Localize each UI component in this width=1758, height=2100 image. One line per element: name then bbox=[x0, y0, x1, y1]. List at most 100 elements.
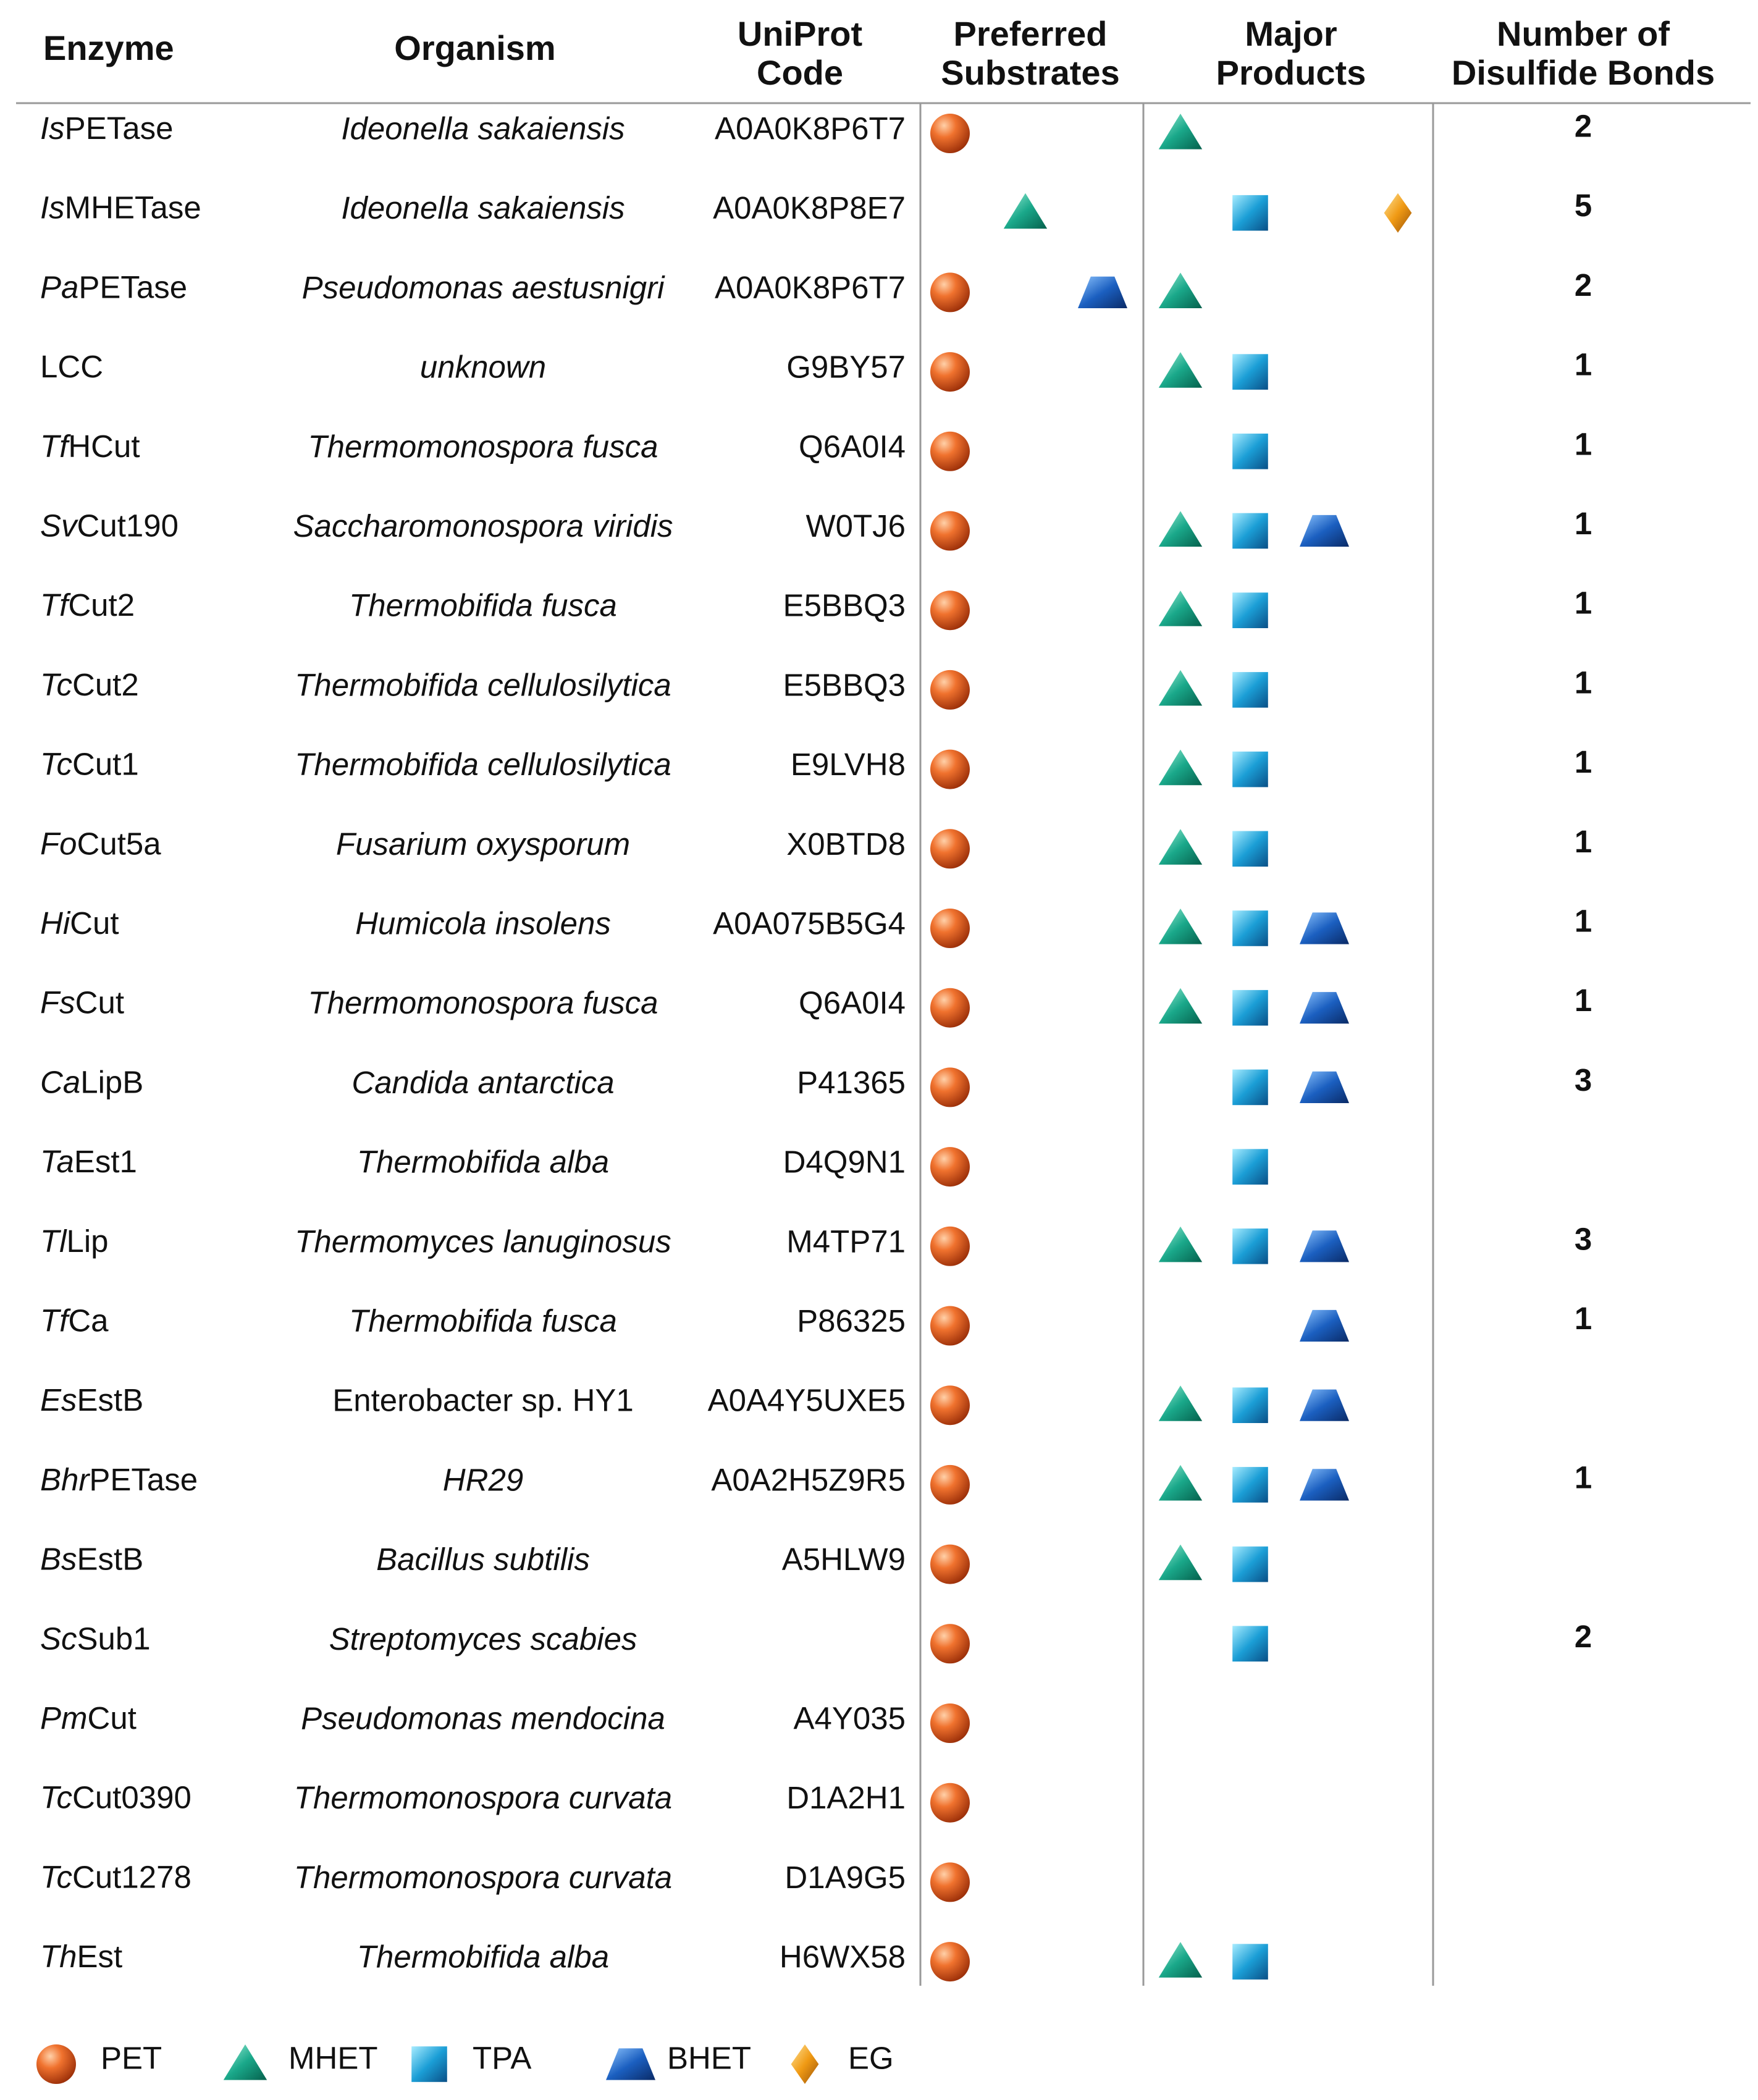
symbol-mhet bbox=[1158, 829, 1203, 865]
symbol-tpa bbox=[1232, 513, 1268, 549]
column-header: Preferred bbox=[953, 14, 1107, 53]
disulfide-bonds: 1 bbox=[1575, 983, 1592, 1018]
symbol-mhet bbox=[1003, 193, 1048, 229]
organism: Thermomonospora curvata bbox=[294, 1780, 672, 1815]
symbol-tpa bbox=[1232, 1149, 1268, 1185]
symbol-mhet bbox=[1158, 749, 1203, 786]
enzyme-suffix: PETase bbox=[89, 1462, 198, 1497]
enzyme-suffix: Cut190 bbox=[77, 508, 179, 544]
disulfide-bonds: 1 bbox=[1575, 744, 1592, 779]
uniprot-code: Q6A0I4 bbox=[799, 985, 906, 1020]
symbol-mhet bbox=[1158, 590, 1203, 626]
symbol-mhet bbox=[223, 2044, 267, 2080]
symbol-bhet bbox=[1078, 276, 1127, 308]
organism: Streptomyces scabies bbox=[329, 1621, 637, 1657]
uniprot-code: D1A2H1 bbox=[786, 1780, 906, 1815]
uniprot-code: A0A0K8P6T7 bbox=[715, 270, 906, 305]
uniprot-code: E5BBQ3 bbox=[783, 667, 906, 702]
symbol-mhet bbox=[1158, 670, 1203, 706]
enzyme-name: BhrPETase bbox=[40, 1462, 198, 1497]
enzyme-name: TaEst1 bbox=[40, 1144, 137, 1180]
symbol-tpa bbox=[1232, 434, 1268, 469]
symbol-pet bbox=[930, 431, 970, 471]
uniprot-code: A0A2H5Z9R5 bbox=[711, 1462, 906, 1497]
enzyme-name: PmCut bbox=[40, 1700, 137, 1736]
column-header: Disulfide Bonds bbox=[1452, 53, 1715, 92]
enzyme-name: SvCut190 bbox=[40, 508, 179, 544]
enzyme-name: ThEst bbox=[40, 1939, 122, 1975]
column-header: UniProt bbox=[738, 14, 862, 53]
symbol-bhet bbox=[606, 2048, 655, 2080]
enzyme-name: TcCut0390 bbox=[40, 1780, 191, 1815]
symbol-tpa bbox=[1232, 751, 1268, 788]
enzyme-prefix: Sv bbox=[40, 508, 78, 544]
symbol-bhet bbox=[1300, 1071, 1349, 1103]
organism: unknown bbox=[420, 350, 546, 385]
uniprot-code: A4Y035 bbox=[794, 1700, 906, 1736]
enzyme-suffix: EstB bbox=[77, 1383, 144, 1418]
symbol-bhet bbox=[1300, 514, 1349, 547]
disulfide-bonds: 5 bbox=[1575, 188, 1592, 223]
uniprot-code: D4Q9N1 bbox=[783, 1144, 906, 1180]
symbol-tpa bbox=[1232, 910, 1268, 946]
enzyme-suffix: Cut1 bbox=[72, 747, 139, 782]
uniprot-code: A0A0K8P8E7 bbox=[713, 190, 906, 225]
enzyme-suffix: LipB bbox=[80, 1065, 143, 1100]
enzyme-name: CaLipB bbox=[40, 1065, 143, 1100]
disulfide-bonds: 3 bbox=[1575, 1062, 1592, 1098]
enzyme-suffix: Cut1278 bbox=[72, 1860, 191, 1895]
enzyme-name: IsMHETase bbox=[40, 190, 201, 225]
disulfide-bonds: 1 bbox=[1575, 1460, 1592, 1495]
legend-label: TPA bbox=[473, 2040, 531, 2075]
symbol-pet bbox=[930, 272, 970, 313]
enzyme-prefix: Pm bbox=[40, 1700, 88, 1736]
symbol-mhet bbox=[1158, 1544, 1203, 1581]
enzyme-suffix: Lip bbox=[66, 1224, 108, 1259]
symbol-tpa bbox=[1232, 1546, 1268, 1582]
enzyme-name: IsPETase bbox=[40, 111, 173, 146]
symbol-pet bbox=[930, 829, 970, 869]
enzyme-suffix: Ca bbox=[68, 1303, 109, 1338]
enzyme-suffix: EstB bbox=[77, 1542, 144, 1577]
enzyme-prefix: Bs bbox=[40, 1542, 77, 1577]
enzyme-prefix: Tf bbox=[40, 429, 71, 464]
symbol-bhet bbox=[1300, 1230, 1349, 1262]
enzyme-suffix: Cut2 bbox=[72, 667, 139, 702]
uniprot-code: D1A9G5 bbox=[784, 1860, 906, 1895]
organism: Thermobifida alba bbox=[357, 1939, 609, 1975]
enzyme-suffix: MHETase bbox=[65, 190, 201, 225]
enzyme-prefix: Ca bbox=[40, 1065, 80, 1100]
symbol-mhet bbox=[1158, 511, 1203, 547]
uniprot-code: A0A075B5G4 bbox=[713, 905, 906, 941]
symbol-pet bbox=[930, 1147, 970, 1187]
uniprot-code: P86325 bbox=[797, 1303, 906, 1338]
disulfide-bonds: 1 bbox=[1575, 903, 1592, 938]
symbol-pet bbox=[930, 1783, 970, 1823]
symbol-pet bbox=[930, 670, 970, 710]
enzyme-suffix: Cut5a bbox=[77, 826, 162, 862]
organism: Thermobifida cellulosilytica bbox=[295, 667, 671, 702]
symbol-pet bbox=[930, 1624, 970, 1664]
enzyme-name: PaPETase bbox=[40, 270, 187, 305]
uniprot-code: M4TP71 bbox=[786, 1224, 906, 1259]
symbol-bhet bbox=[1300, 1469, 1349, 1501]
uniprot-code: E9LVH8 bbox=[791, 747, 906, 782]
enzyme-name: TfCut2 bbox=[40, 588, 135, 623]
column-header: Number of bbox=[1497, 14, 1670, 53]
enzyme-suffix: PETase bbox=[65, 111, 174, 146]
enzyme-prefix: Is bbox=[40, 190, 65, 225]
symbol-tpa bbox=[1232, 1069, 1268, 1106]
organism: Thermobifida fusca bbox=[349, 588, 617, 623]
enzyme-prefix: Tc bbox=[40, 1860, 72, 1895]
enzyme-prefix: Bhr bbox=[40, 1462, 90, 1497]
symbol-pet bbox=[930, 988, 970, 1028]
legend-label: BHET bbox=[667, 2040, 751, 2075]
organism: Thermomyces lanuginosus bbox=[295, 1224, 671, 1259]
symbol-mhet bbox=[1158, 1942, 1203, 1978]
symbol-tpa bbox=[1232, 1944, 1268, 1980]
symbol-pet bbox=[930, 1464, 970, 1505]
organism: Enterobacter sp. HY1 bbox=[332, 1383, 634, 1418]
enzyme-prefix: Sc bbox=[40, 1621, 77, 1657]
symbol-mhet bbox=[1158, 988, 1203, 1024]
